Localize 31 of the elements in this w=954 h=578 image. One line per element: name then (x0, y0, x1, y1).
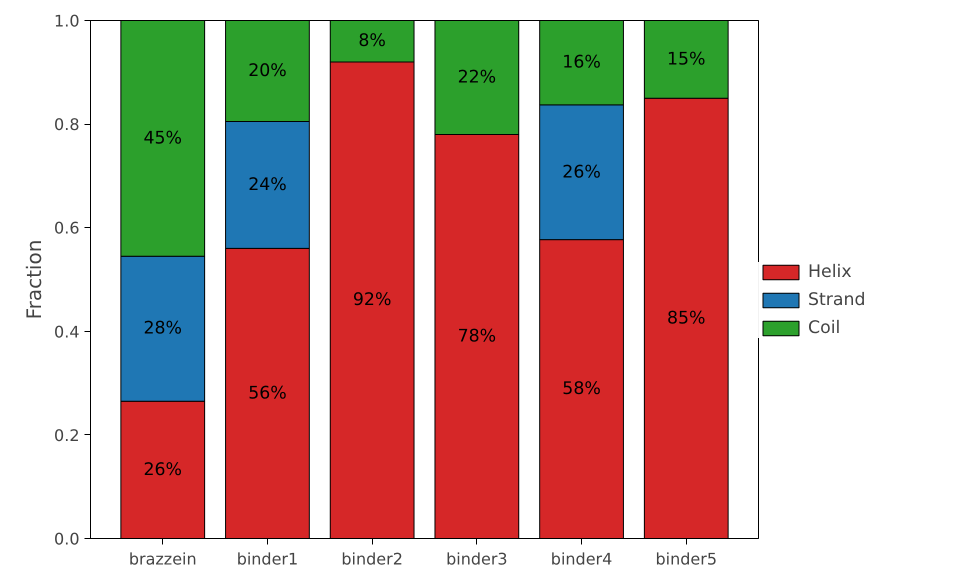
data-label: 15% (667, 49, 706, 70)
y-tick-label: 0.6 (54, 218, 80, 238)
y-tick-label: 0.4 (54, 322, 80, 342)
data-label: 28% (143, 318, 182, 339)
data-label: 22% (458, 67, 496, 88)
x-tick-label: binder1 (236, 550, 298, 568)
data-label: 92% (352, 290, 392, 310)
y-tick-label: 0.8 (54, 115, 80, 134)
data-label: 20% (248, 61, 287, 82)
data-label: 78% (458, 326, 496, 346)
x-tick-label: binder5 (656, 550, 718, 568)
legend-label: Helix (808, 262, 852, 282)
legend-label: Strand (808, 290, 866, 310)
data-label: 16% (562, 52, 601, 73)
data-label: 56% (248, 383, 287, 404)
data-label: 26% (143, 460, 182, 480)
data-label: 58% (562, 379, 601, 400)
y-axis-title: Fraction (22, 240, 46, 320)
x-tick-label: binder2 (341, 550, 403, 568)
data-label: 26% (562, 162, 601, 182)
y-tick-label: 1.0 (54, 12, 80, 30)
y-tick-label: 0.0 (54, 530, 80, 548)
data-label: 85% (667, 308, 706, 328)
data-label: 8% (358, 31, 386, 52)
x-tick-label: brazzein (128, 550, 197, 568)
data-label: 24% (248, 174, 287, 195)
data-label: 45% (143, 128, 182, 148)
y-tick-label: 0.2 (54, 426, 80, 445)
x-tick-label: binder3 (446, 550, 508, 568)
legend-label: Coil (808, 318, 840, 338)
x-tick-label: binder4 (550, 550, 612, 568)
